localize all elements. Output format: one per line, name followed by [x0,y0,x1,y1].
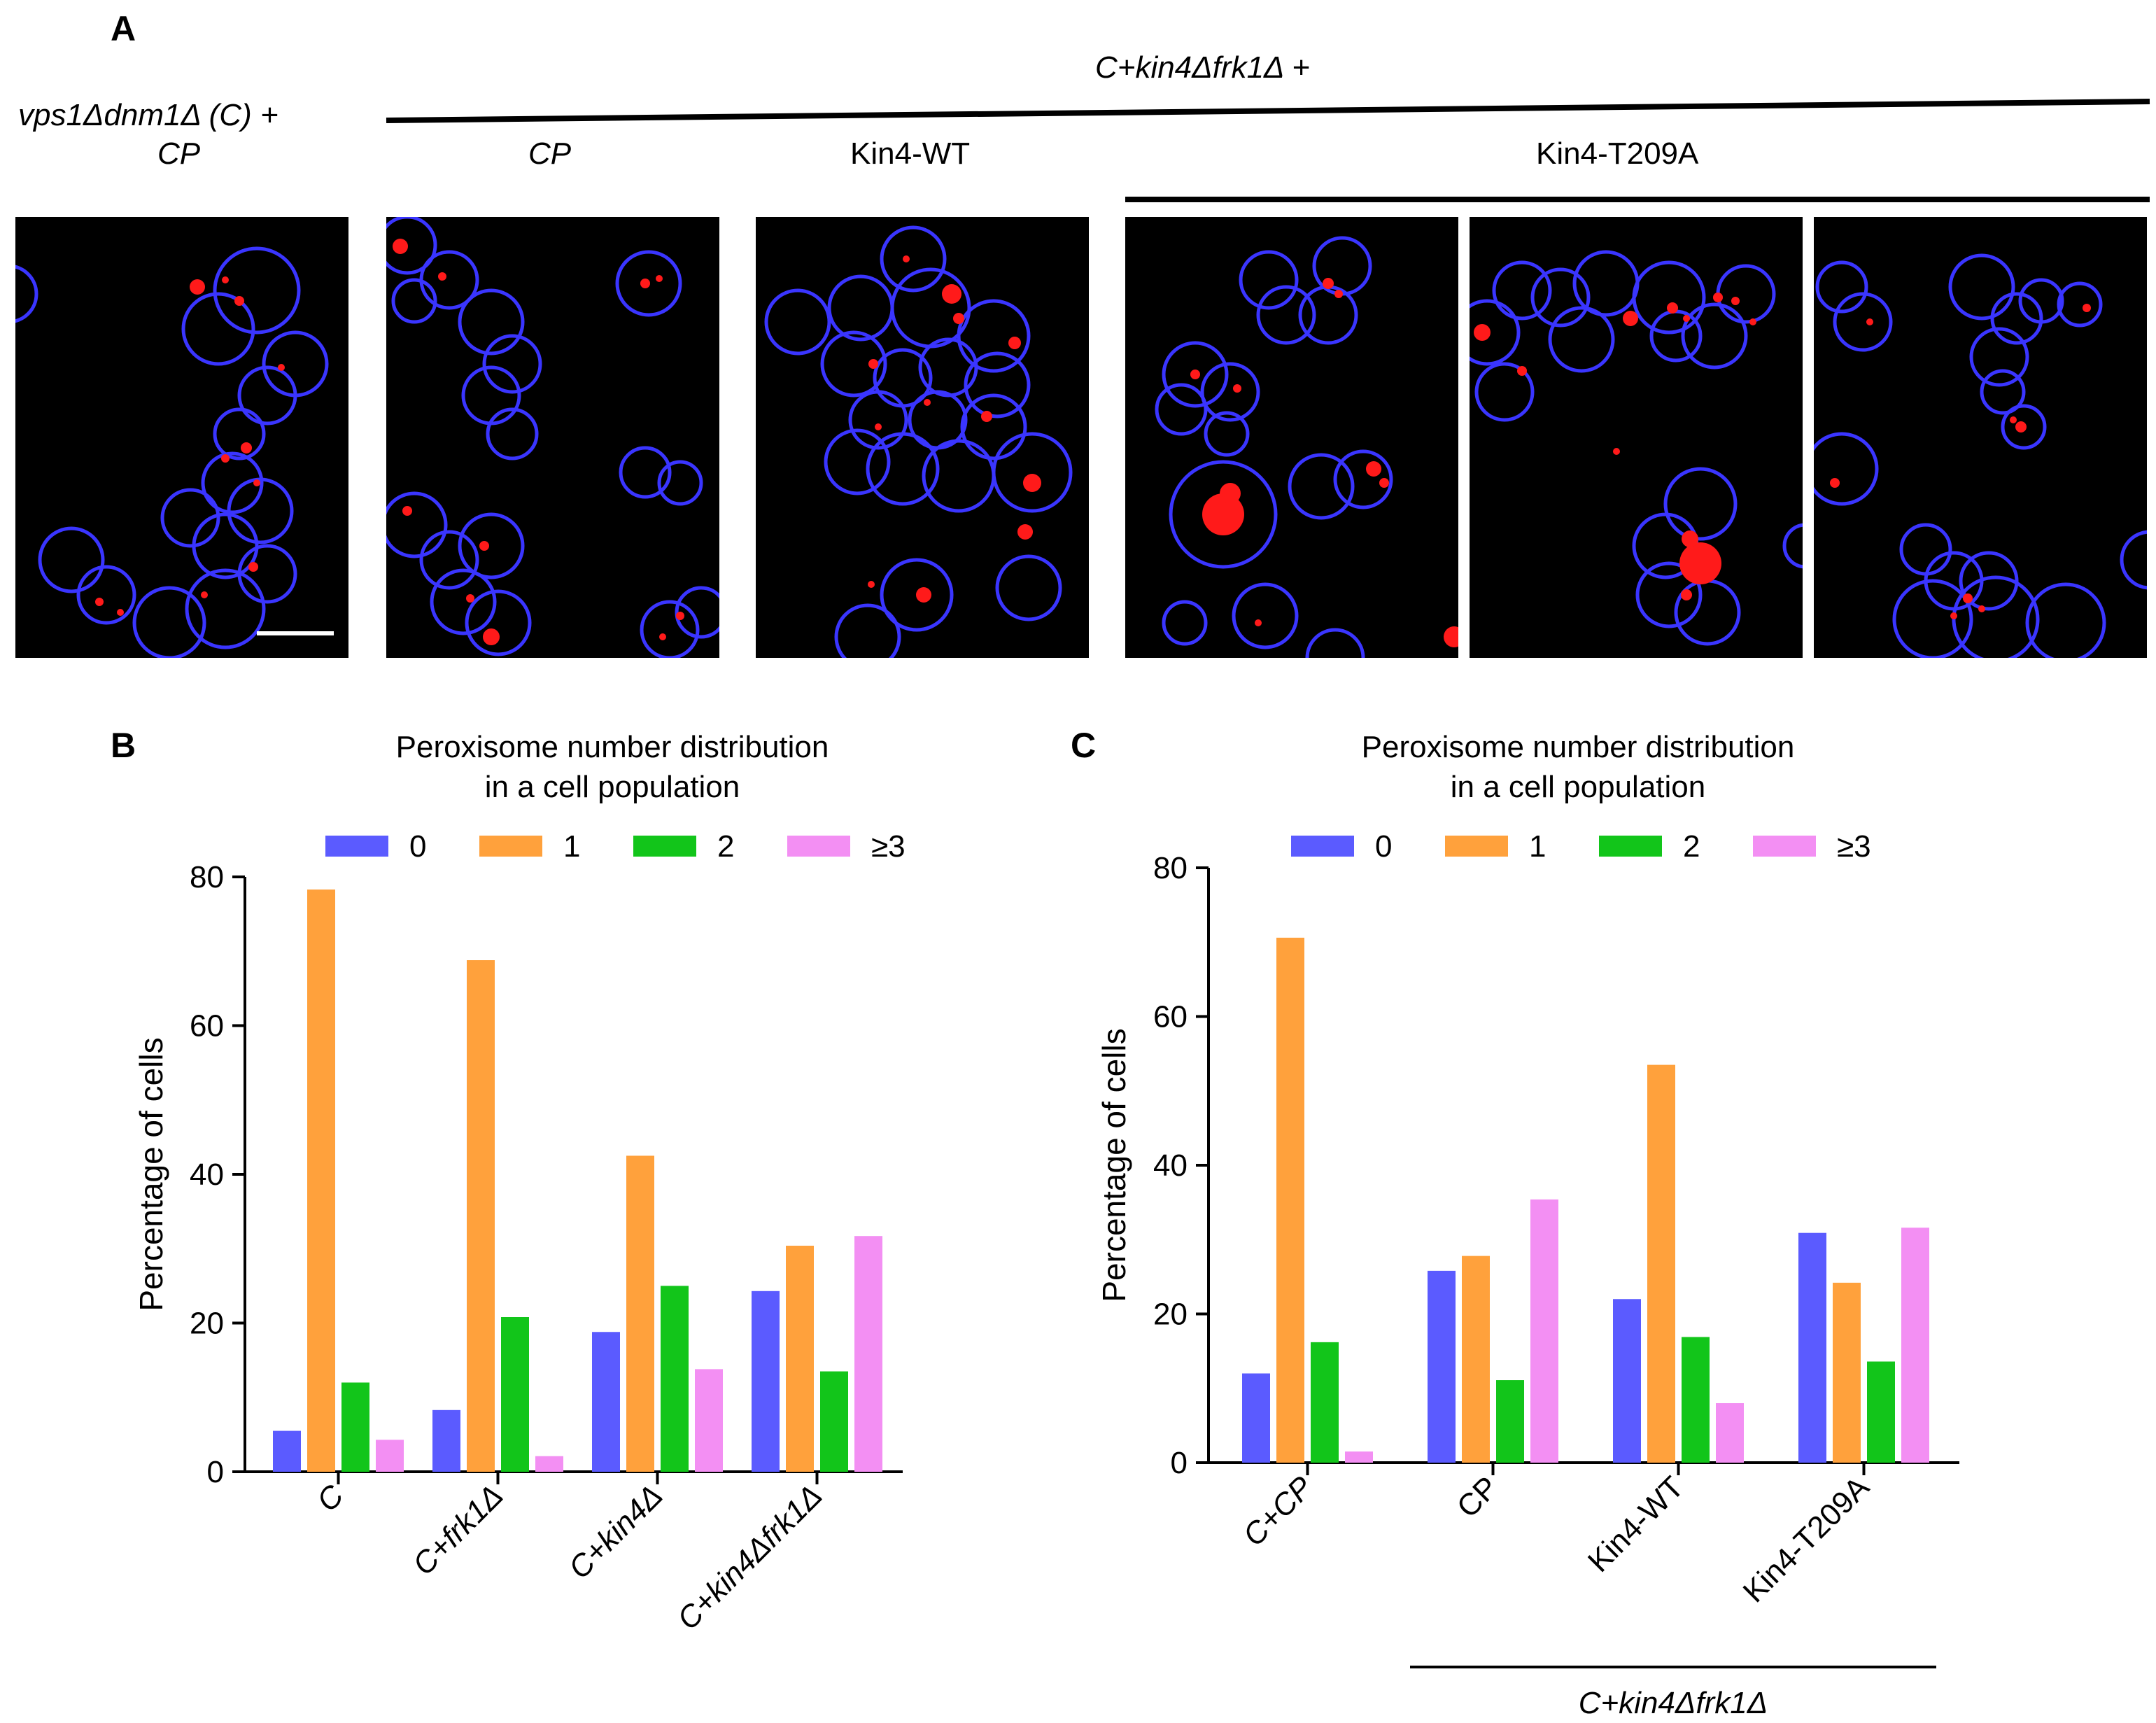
chart-c-x-tick-label-1: CP [1451,1470,1505,1524]
chart-c-title-line1: Peroxisome number distribution [1362,730,1795,764]
chart-c-x-tick-label-2: Kin4-WT [1581,1470,1691,1579]
chart-b-bar-1-1 [467,960,495,1472]
micrograph-tile-4 [1125,217,1458,658]
chart-b-legend-swatch-2 [633,836,696,857]
chart-b-bar-3-2 [820,1371,848,1472]
chart-c-title-line2: in a cell population [1451,770,1705,804]
micrograph-tile-2 [386,217,719,658]
chart-b-y-tick-label-2: 40 [190,1158,224,1192]
col-label-kin4-t209a: Kin4-T209A [1536,136,1699,171]
micrograph-tile-1 [15,217,348,658]
group-label: C+kin4Δfrk1Δ + [1095,50,1310,85]
chart-b-x-tick-label-1: C+frk1Δ [407,1478,510,1582]
chart-b-y-tick-label-0: 0 [207,1455,224,1489]
chart-c-bar-2-2 [1682,1337,1710,1463]
chart-c-bar-3-3 [1901,1228,1929,1463]
chart-b-bar-2-0 [592,1332,620,1472]
chart-c-bar-0-1 [1276,937,1304,1463]
chart-b-bar-0-3 [376,1440,404,1472]
chart-b-bar-3-1 [786,1246,814,1472]
chart-c-x-axis-label: C+kin4Δfrk1Δ [1579,1686,1768,1720]
chart-c-y-tick-label-1: 20 [1153,1297,1188,1332]
chart-c-y-axis-label: Percentage of cells [1096,1028,1132,1302]
chart-c-bar-1-1 [1462,1256,1490,1463]
chart-b-title-line2: in a cell population [485,770,740,804]
chart-c-bar-0-2 [1311,1342,1339,1463]
chart-c-y-tick-label-0: 0 [1171,1446,1188,1480]
chart-b-y-axis-label: Percentage of cells [133,1037,169,1311]
chart-c-bar-1-2 [1496,1380,1524,1463]
chart-c-legend-swatch-1 [1445,836,1508,857]
chart-c-bar-3-1 [1833,1282,1861,1463]
chart-b-bar-1-0 [432,1409,460,1472]
micrograph-tile-6 [1814,217,2147,658]
chart-c-y-tick-label-3: 60 [1153,1000,1188,1034]
panel-c-letter: C [1071,726,1096,765]
chart-b-legend-label-1: 1 [563,829,580,864]
chart-c-bar-1-3 [1530,1199,1558,1463]
chart-c-bar-1-0 [1428,1270,1456,1463]
group-bracket-line [386,99,2150,123]
col-label-cp: CP [528,136,572,171]
chart-b-legend-label-2: 2 [717,829,734,864]
chart-b-bar-1-2 [501,1317,529,1472]
chart-b-y-tick-label-1: 20 [190,1307,224,1341]
strain-label-line2: CP [157,136,201,171]
chart-c-bar-2-1 [1647,1064,1675,1463]
chart-b-y-tick-label-4: 80 [190,860,224,894]
chart-c-y-tick-label-2: 40 [1153,1148,1188,1183]
chart-b-bar-0-0 [273,1430,301,1472]
chart-c-bar-2-3 [1716,1403,1744,1463]
chart-c-x-tick-label-0: C+CP [1236,1470,1320,1553]
chart-b-bar-1-3 [535,1456,563,1472]
chart-c-legend-swatch-2 [1599,836,1662,857]
col-label-kin4-wt: Kin4-WT [850,136,971,171]
chart-b-bar-2-3 [695,1369,723,1472]
chart-c-bar-2-0 [1613,1299,1641,1463]
chart-c-legend-swatch-0 [1291,836,1354,857]
chart-b-legend-swatch-0 [325,836,388,857]
chart-c-legend-swatch-3 [1753,836,1816,857]
chart-b-legend-label-3: ≥3 [871,829,906,864]
panel-b-letter: B [111,726,136,765]
chart-c-legend-label-1: 1 [1529,829,1546,864]
chart-b-bar-3-3 [854,1236,882,1472]
chart-b-bar-0-1 [307,889,335,1472]
chart-b-legend-label-0: 0 [409,829,426,864]
chart-c-bar-0-0 [1242,1373,1270,1463]
chart-b-title-line1: Peroxisome number distribution [396,730,829,764]
chart-b-legend-swatch-3 [787,836,850,857]
chart-c-legend-label-2: 2 [1683,829,1700,864]
chart-c-bar-3-2 [1867,1361,1895,1463]
panel-a: A vps1Δdnm1Δ (C) + CP C+kin4Δfrk1Δ + CP … [0,0,2156,672]
micrograph-tile-5 [1470,217,1803,658]
chart-b-x-tick-label-0: C [310,1478,351,1519]
chart-c-y-tick-label-4: 80 [1153,851,1188,885]
chart-b-bar-2-2 [661,1286,689,1472]
chart-b-legend-swatch-1 [479,836,542,857]
chart-b-bar-3-0 [752,1291,780,1472]
chart-c-bar-0-3 [1345,1451,1373,1463]
panel-a-letter: A [111,9,136,48]
chart-c-legend-label-3: ≥3 [1837,829,1871,864]
chart-b-bar-0-2 [341,1382,369,1472]
chart-b-bar-2-1 [626,1155,654,1472]
strain-label-line1: vps1Δdnm1Δ (C) + [18,98,279,132]
chart-c-legend-label-0: 0 [1375,829,1392,864]
chart-b-x-tick-label-3: C+kin4Δfrk1Δ [671,1478,829,1636]
chart-c-x-tick-label-3: Kin4-T209A [1737,1470,1876,1609]
micrograph-tile-3 [756,217,1089,658]
chart-b-y-tick-label-3: 60 [190,1009,224,1043]
chart-b-x-tick-label-2: C+kin4Δ [562,1478,669,1585]
chart-c-bar-3-0 [1798,1232,1826,1463]
